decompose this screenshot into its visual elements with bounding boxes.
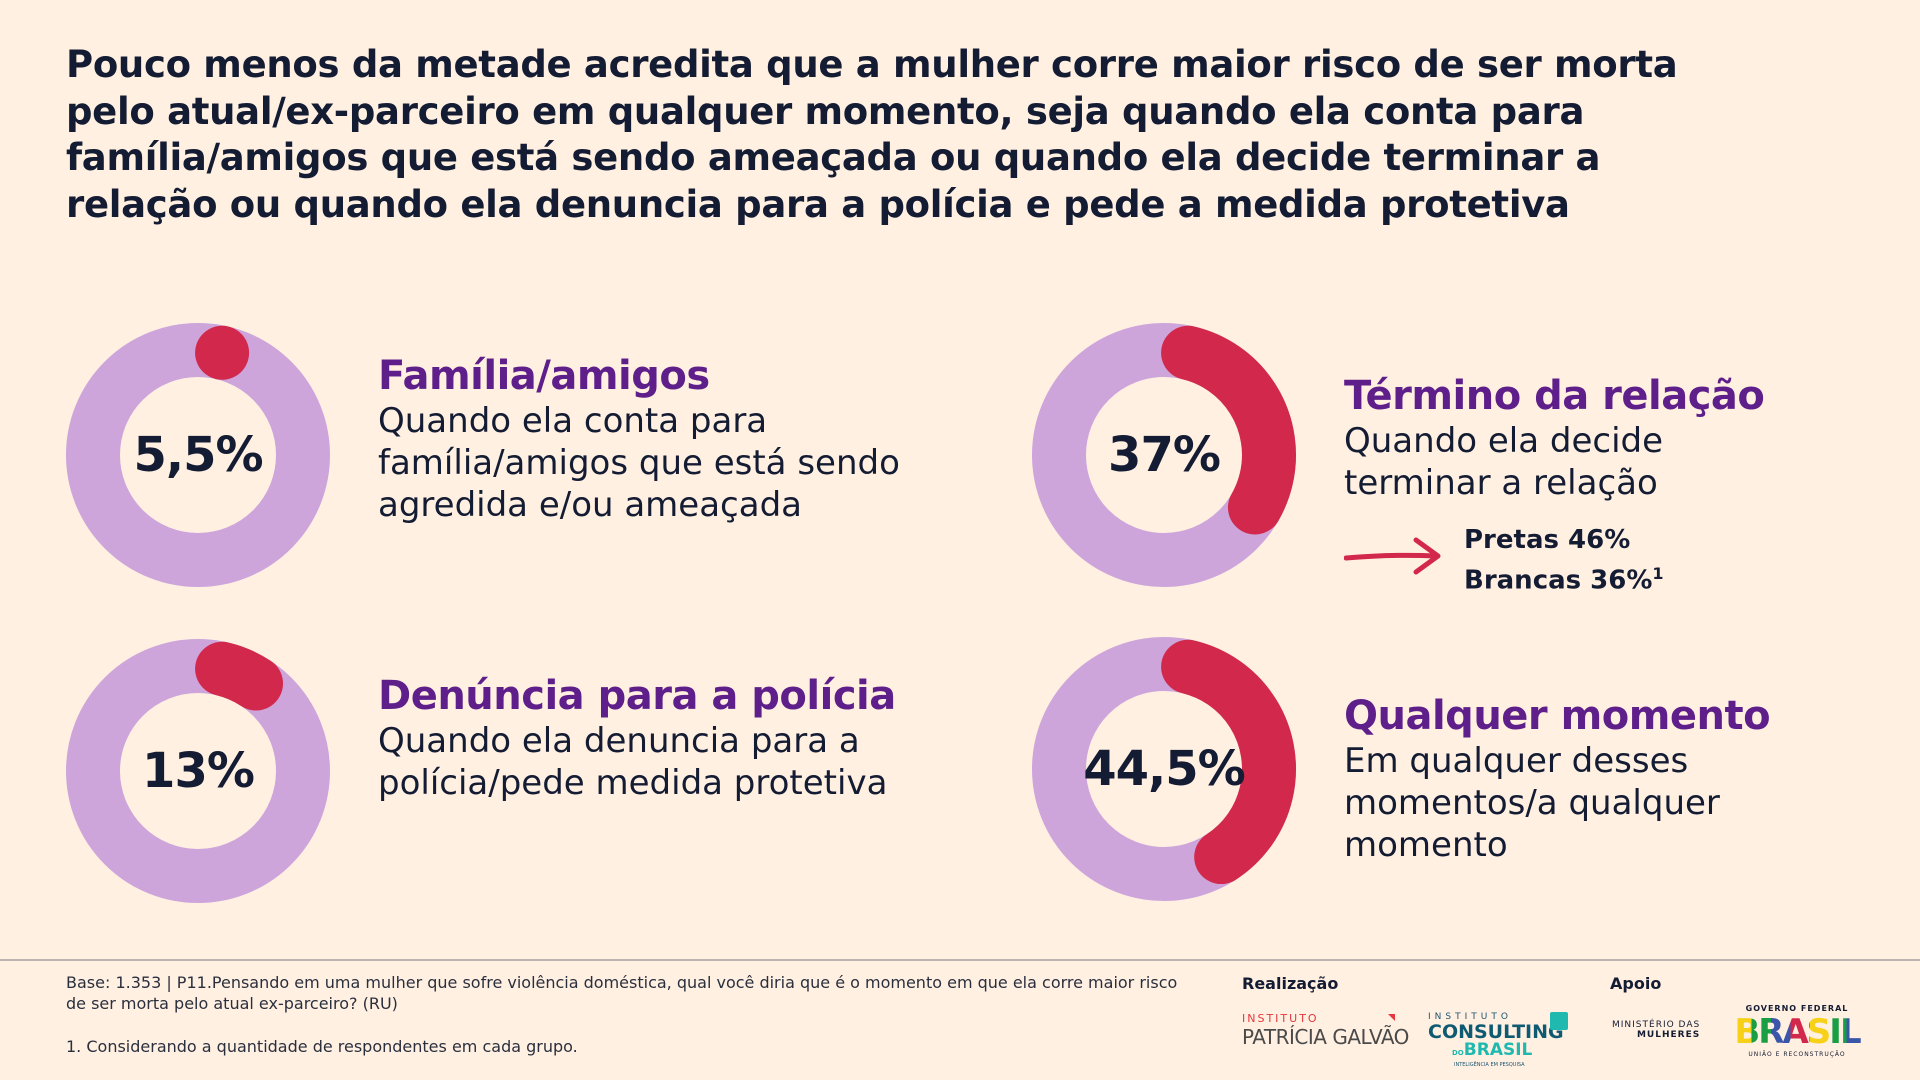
item-denuncia: Denúncia para a polícia Quando ela denun… — [378, 672, 978, 804]
donut-chart-0 — [66, 323, 330, 587]
logo-consulting-brasil: INSTITUTO CONSULTING DOBRASIL INTELIGÊNC… — [1428, 1012, 1568, 1068]
page-title: Pouco menos da metade acredita que a mul… — [66, 43, 1678, 226]
logo-governo-federal: GOVERNO FEDERAL BRASIL UNIÃO E RECONSTRU… — [1732, 1004, 1862, 1058]
donut-termino: 37% — [1029, 320, 1299, 590]
race-breakdown: Pretas 46% Brancas 36%1 — [1464, 524, 1664, 598]
donut-denuncia: 13% — [63, 636, 333, 906]
logo-text: BRASIL — [1463, 1040, 1533, 1060]
logo-text: INSTITUTO — [1428, 1012, 1512, 1022]
item-heading: Término da relação — [1344, 373, 1765, 419]
logo-patricia-galvao: INSTITUTO PATRÍCIA GALVÃO — [1242, 1012, 1409, 1049]
donut-qualquer: 44,5% — [1029, 634, 1299, 904]
donut-value-label: 5,5% — [133, 427, 263, 483]
donut-value-label: 44,5% — [1083, 741, 1246, 797]
logo-text: INSTITUTO — [1242, 1012, 1319, 1025]
footer-note: 1. Considerando a quantidade de responde… — [66, 1037, 578, 1056]
logo-text: UNIÃO E RECONSTRUÇÃO — [1748, 1051, 1846, 1058]
donut-value-arc — [66, 639, 330, 903]
realizacao-label: Realização — [1242, 974, 1339, 993]
donut-familia: 5,5% — [63, 320, 333, 590]
item-heading: Família/amigos — [378, 353, 710, 399]
apoio-label: Apoio — [1610, 974, 1662, 993]
donut-value-arc — [1032, 637, 1296, 901]
breakdown-brancas: Brancas 36%1 — [1464, 557, 1664, 598]
item-description: Em qualquer desses momentos/a qualquer m… — [1344, 741, 1720, 865]
item-description: Quando ela decide terminar a relação — [1344, 421, 1664, 503]
logo-text: INTELIGÊNCIA EM PESQUISA — [1454, 1062, 1525, 1068]
footnote-mark: 1 — [1652, 564, 1664, 583]
donut-value-arc — [66, 323, 330, 587]
logo-text: GOVERNO FEDERAL — [1745, 1004, 1849, 1013]
item-familia: Família/amigos Quando ela conta para fam… — [378, 352, 978, 526]
logo-ministerio-mulheres: MINISTÉRIO DAS MULHERES — [1612, 1020, 1700, 1040]
donut-value-arc — [1032, 323, 1296, 587]
logo-text: CONSULTING — [1428, 1021, 1564, 1043]
logo-bubble-icon — [1550, 1012, 1568, 1030]
donut-chart-2 — [66, 639, 330, 903]
breakdown-brancas-text: Brancas 36% — [1464, 565, 1653, 596]
logo-text: MULHERES — [1636, 1030, 1701, 1040]
donut-value-label: 37% — [1108, 427, 1221, 483]
footer-base: Base: 1.353 | P11.Pensando em uma mulher… — [66, 973, 1178, 1013]
donut-value-label: 13% — [142, 743, 255, 799]
item-qualquer: Qualquer momento Em qualquer desses mome… — [1344, 692, 1774, 866]
donut-chart-1 — [1032, 323, 1296, 587]
logo-text: DO — [1452, 1049, 1464, 1057]
item-heading: Denúncia para a polícia — [378, 673, 896, 719]
item-termino: Término da relação Quando ela decide ter… — [1344, 372, 1765, 504]
arrow-right-icon — [1344, 537, 1441, 575]
item-heading: Qualquer momento — [1344, 693, 1771, 739]
footer-divider — [0, 959, 1920, 961]
logo-triangle — [1388, 1014, 1395, 1021]
logo-text: BRASIL — [1732, 1013, 1862, 1051]
logo-text: MINISTÉRIO DAS — [1612, 1020, 1701, 1030]
breakdown-pretas: Pretas 46% — [1464, 525, 1631, 555]
item-description: Quando ela denuncia para a polícia/pede … — [378, 721, 888, 803]
donut-chart-3 — [1032, 637, 1296, 901]
logo-text: PATRÍCIA GALVÃO — [1242, 1025, 1409, 1049]
item-description: Quando ela conta para família/amigos que… — [378, 401, 900, 525]
